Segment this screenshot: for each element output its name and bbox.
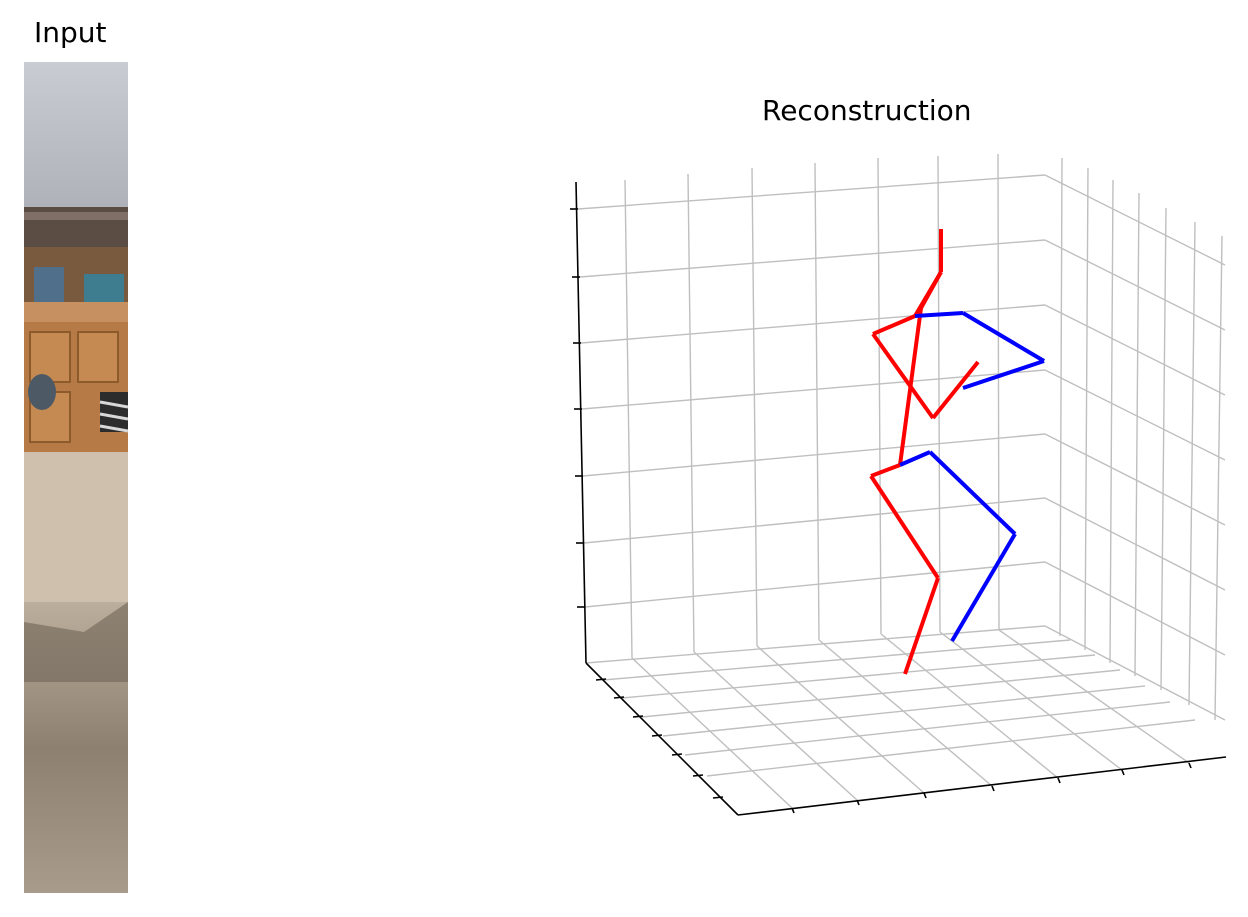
input-title: Input — [34, 16, 107, 49]
bone-r_wrist-r_hand — [931, 360, 980, 420]
reconstruction-title: Reconstruction — [762, 94, 972, 127]
bone-l_knee-l_ankle — [950, 532, 1017, 643]
bone-pelvis-l_hip — [899, 450, 931, 467]
bone-r_hip-r_knee — [869, 474, 940, 580]
bone-spine-pelvis — [898, 307, 923, 466]
bone-r_knee-r_ankle — [903, 577, 940, 675]
bone-r_elbow-r_wrist — [871, 332, 935, 420]
bone-l_hip-l_knee — [928, 450, 1017, 536]
bone-neck-spine — [919, 271, 943, 309]
skeleton — [869, 229, 1046, 675]
grid-lines — [577, 153, 1226, 809]
bone-r_shoulder-r_elbow — [872, 314, 916, 336]
bone-l_elbow-l_wrist — [962, 359, 1045, 390]
axes — [570, 181, 1227, 816]
bone-l_shoulder-l_elbow — [961, 311, 1046, 363]
bone-r_shoulder-l_shoulder — [914, 311, 964, 318]
bone-pelvis-r_hip — [870, 463, 901, 478]
input-image — [24, 62, 128, 893]
